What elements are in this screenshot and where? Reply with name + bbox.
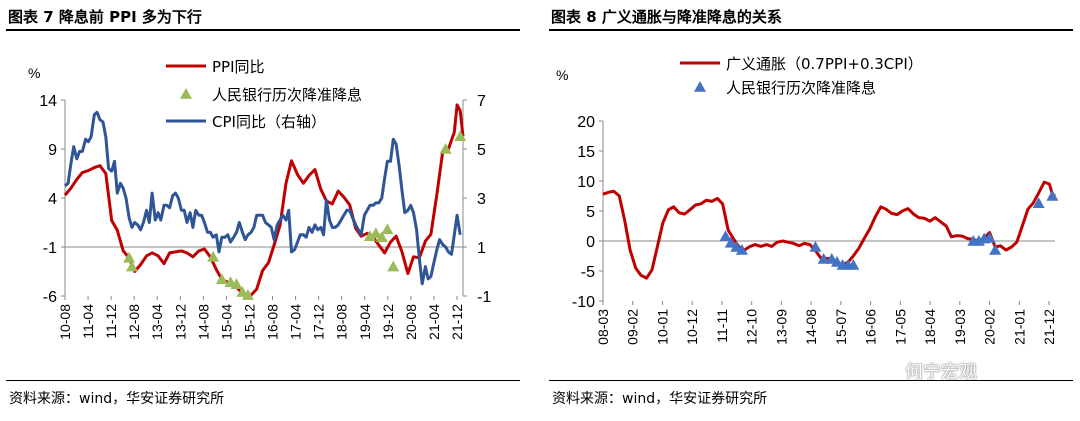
- chart-title-left: 图表 7 降息前 PPI 多为下行: [8, 8, 202, 26]
- left-marker-point: [387, 260, 400, 272]
- right-marker-point: [817, 253, 830, 264]
- right-x-tick-label: 11-11: [714, 309, 730, 343]
- right-y-tick-label: 15: [577, 144, 595, 161]
- right-marker-point: [983, 232, 996, 243]
- right-y-tick-label: -10: [572, 294, 595, 311]
- right-x-tick-label: 18-04: [922, 309, 938, 345]
- right-y-tick-label: -5: [581, 264, 595, 281]
- footer-line-right: [549, 380, 1073, 381]
- left-x-tick-label: 18-08: [334, 304, 350, 340]
- right-x-tick-label: 10-01: [654, 309, 670, 345]
- right-x-tick-label: 12-10: [744, 309, 760, 345]
- watermark: 何宁宏观: [905, 362, 977, 383]
- left-y-unit: %: [28, 65, 40, 81]
- left-x-tick-label: 13-04: [149, 304, 165, 340]
- right-marker-point: [847, 259, 860, 270]
- right-x-tick-label: 10-12: [684, 309, 700, 345]
- right-marker-point: [719, 230, 732, 241]
- left-marker-point: [230, 278, 243, 290]
- left-y2-tick-label: -1: [477, 289, 491, 306]
- right-y-tick-label: 10: [577, 174, 595, 191]
- right-x-tick-label: 14-08: [803, 309, 819, 345]
- title-underline-left: [6, 29, 520, 31]
- left-marker-point: [207, 250, 220, 262]
- right-x-tick-label: 21-12: [1041, 309, 1057, 345]
- right-x-tick-label: 13-09: [773, 309, 789, 345]
- left-marker-point: [215, 273, 228, 285]
- left-marker-point: [375, 231, 388, 242]
- right-y-tick-label: 0: [586, 234, 595, 251]
- left-legend-label-2: CPI同比（右轴）: [212, 113, 326, 131]
- left-x-tick-label: 14-08: [195, 304, 211, 340]
- left-marker-point: [381, 223, 394, 235]
- left-y-tick-label: -1: [43, 240, 57, 257]
- left-y2-tick-label: 1: [477, 240, 486, 257]
- right-y-tick-label: 20: [577, 114, 595, 131]
- left-x-tick-label: 19-04: [357, 304, 373, 340]
- right-marker-point: [809, 241, 822, 252]
- left-x-tick-label: 11-12: [103, 304, 119, 339]
- right-y-tick-label: 5: [586, 204, 595, 221]
- left-x-tick-label: 21-12: [449, 304, 465, 340]
- left-y2-tick-label: 5: [477, 142, 486, 159]
- left-y2-tick-label: 3: [477, 191, 486, 208]
- left-marker-point: [363, 230, 376, 242]
- right-legend-swatch-1: [694, 81, 706, 92]
- footer-line-left: [6, 380, 520, 381]
- left-legend-swatch-1: [180, 88, 192, 99]
- chart-left: % 14 9 4 -1 -6 7 5 3 1 -1 10-08 11-04 11-12 12-08 13-04…: [28, 58, 491, 340]
- left-marker-point: [123, 251, 136, 263]
- right-x-tick-label: 19-03: [952, 309, 968, 345]
- right-x-tick-label: 09-02: [625, 309, 641, 345]
- right-legend-label-0: 广义通胀（0.7PPI+0.3CPI）: [726, 55, 923, 73]
- right-marker-point: [989, 244, 1002, 255]
- left-y-tick-label: 9: [48, 142, 57, 159]
- left-x-tick-label: 16-08: [265, 304, 281, 340]
- left-x-tick-label: 10-08: [57, 304, 73, 340]
- right-x-tick-label: 15-07: [833, 309, 849, 345]
- right-x-tick-label: 21-01: [1011, 309, 1027, 345]
- left-marker-point: [241, 289, 254, 300]
- source-note-right: 资料来源：wind，华安证券研究所: [552, 391, 768, 407]
- left-y-tick-label: 14: [39, 93, 57, 110]
- right-x-tick-label: 16-06: [863, 309, 879, 345]
- left-x-tick-label: 15-12: [241, 304, 257, 340]
- source-note-left: 资料来源：wind，华安证券研究所: [9, 391, 225, 407]
- left-legend-label-1: 人民银行历次降准降息: [212, 86, 362, 104]
- chart-title-right: 图表 8 广义通胀与降准降息的关系: [551, 8, 782, 26]
- right-marker-point: [1032, 197, 1045, 208]
- title-underline-right: [549, 29, 1073, 31]
- left-y2-tick-label: 7: [477, 93, 486, 110]
- left-y-tick-label: 4: [48, 191, 57, 208]
- right-legend-label-1: 人民银行历次降准降息: [726, 79, 876, 97]
- left-x-tick-label: 21-04: [426, 304, 442, 340]
- left-x-tick-label: 17-04: [288, 304, 304, 340]
- right-marker-point: [1046, 190, 1059, 201]
- left-x-tick-label: 19-12: [380, 304, 396, 340]
- left-marker-point: [125, 260, 138, 272]
- right-y-unit: %: [556, 67, 568, 83]
- left-marker-point: [454, 130, 467, 142]
- left-legend-label-0: PPI同比: [212, 58, 265, 76]
- left-marker-point: [439, 143, 452, 154]
- left-x-tick-label: 20-08: [403, 304, 419, 340]
- right-x-tick-label: 17-05: [892, 309, 908, 345]
- left-series-line-1: [64, 110, 462, 286]
- right-marker-point: [735, 244, 748, 255]
- left-x-tick-label: 11-04: [80, 304, 96, 339]
- left-x-tick-label: 15-04: [218, 304, 234, 340]
- right-x-tick-label: 08-03: [595, 309, 611, 345]
- left-y-tick-label: -6: [43, 289, 57, 306]
- left-x-tick-label: 12-08: [126, 304, 142, 340]
- right-marker-point: [724, 236, 737, 248]
- right-series-line-0: [602, 180, 1056, 280]
- right-x-tick-label: 20-02: [982, 309, 998, 345]
- left-x-tick-label: 13-12: [172, 304, 188, 340]
- left-x-tick-label: 17-12: [311, 304, 327, 340]
- left-marker-point: [369, 227, 382, 239]
